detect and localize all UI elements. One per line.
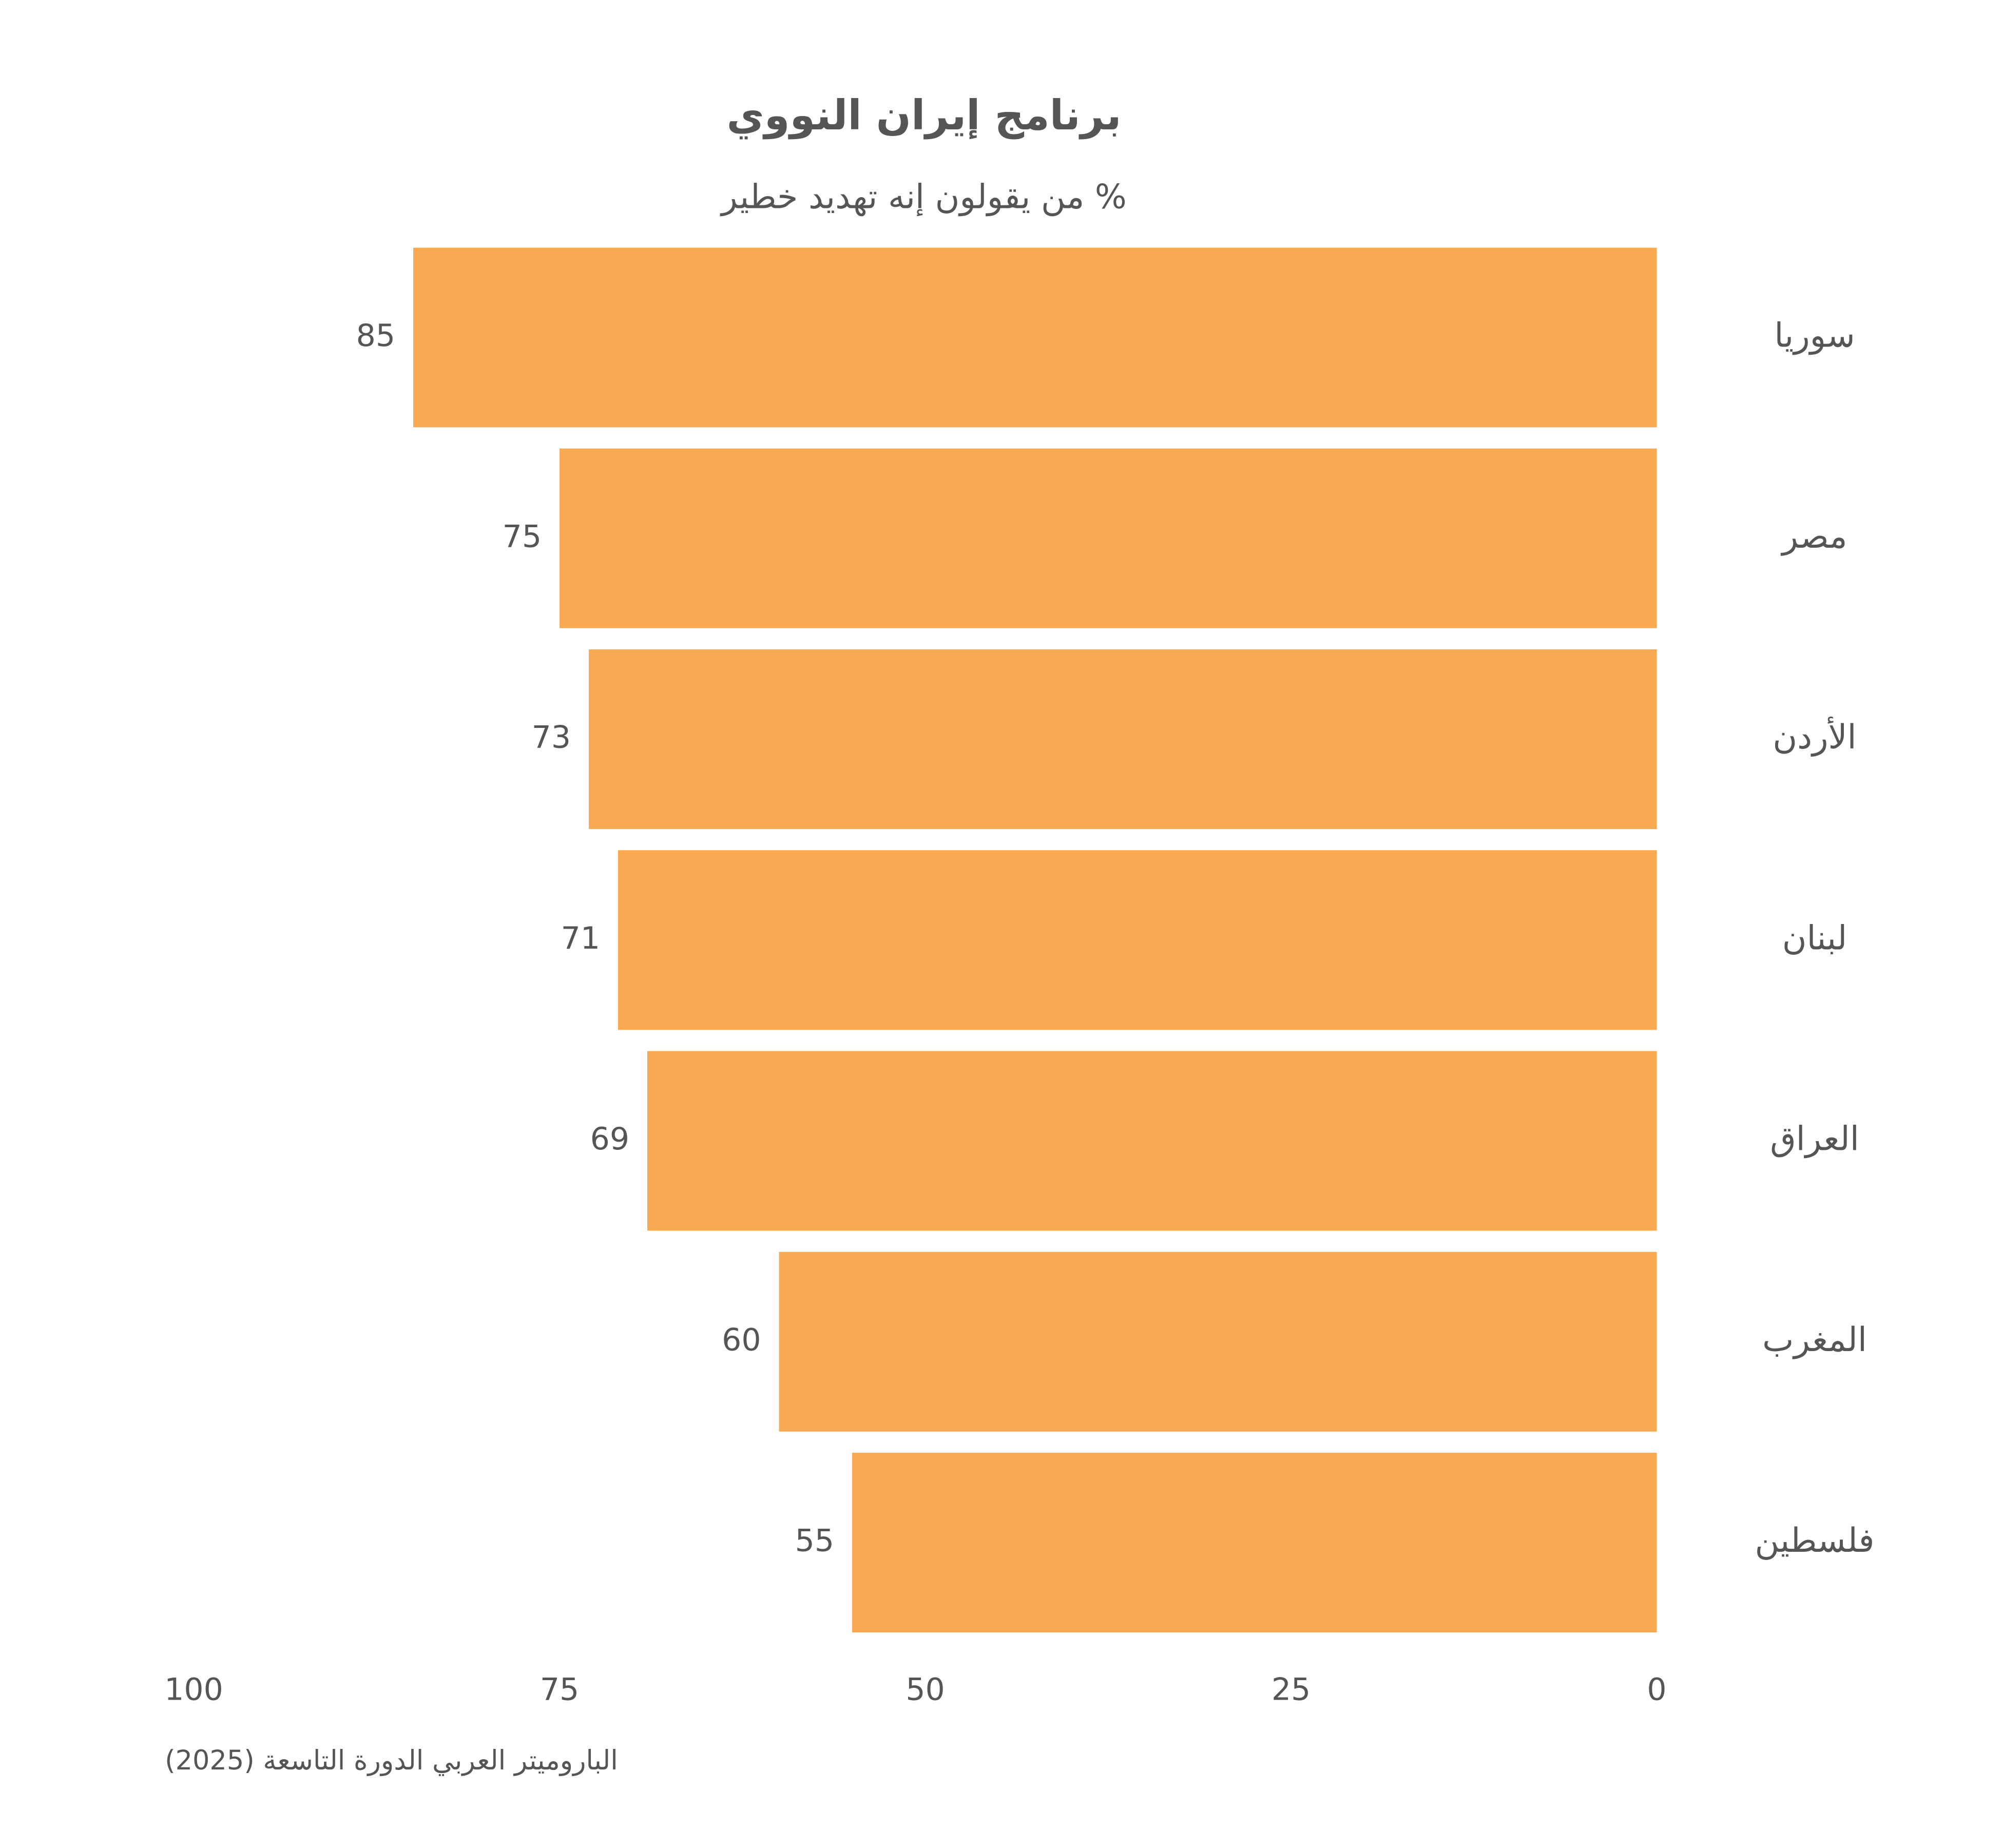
x-tick-label: 100 [164, 1672, 223, 1708]
value-label: 71 [561, 920, 600, 956]
y-tick-label: سوريا [1774, 317, 1855, 355]
chart-title: برنامج إيران النووي [726, 91, 1121, 140]
value-label: 69 [590, 1121, 629, 1157]
chart-subtitle: % من يقولون إنه تهديد خطير [720, 178, 1126, 217]
bar [560, 448, 1657, 628]
value-label: 85 [356, 318, 395, 354]
y-tick-label: فلسطين [1755, 1522, 1875, 1560]
y-tick-label: لبنان [1782, 919, 1847, 957]
bar [779, 1252, 1657, 1432]
bar [413, 247, 1657, 428]
y-tick-label: المغرب [1762, 1321, 1867, 1359]
y-tick-label: الأردن [1773, 716, 1856, 757]
bar [618, 850, 1657, 1030]
value-label: 55 [795, 1523, 834, 1559]
y-tick-label: مصر [1780, 517, 1847, 556]
source-note: الباروميتر العربي الدورة التاسعة (2025) [165, 1745, 618, 1776]
y-tick-label: العراق [1770, 1120, 1859, 1159]
value-label: 73 [532, 720, 571, 756]
value-label: 60 [722, 1322, 761, 1358]
bar [852, 1453, 1657, 1632]
bar [647, 1051, 1657, 1231]
value-label: 75 [503, 518, 542, 554]
x-tick-label: 75 [540, 1672, 579, 1708]
bar [589, 649, 1657, 829]
x-tick-label: 50 [906, 1672, 945, 1708]
x-tick-label: 0 [1647, 1672, 1666, 1708]
x-tick-label: 25 [1272, 1672, 1311, 1708]
